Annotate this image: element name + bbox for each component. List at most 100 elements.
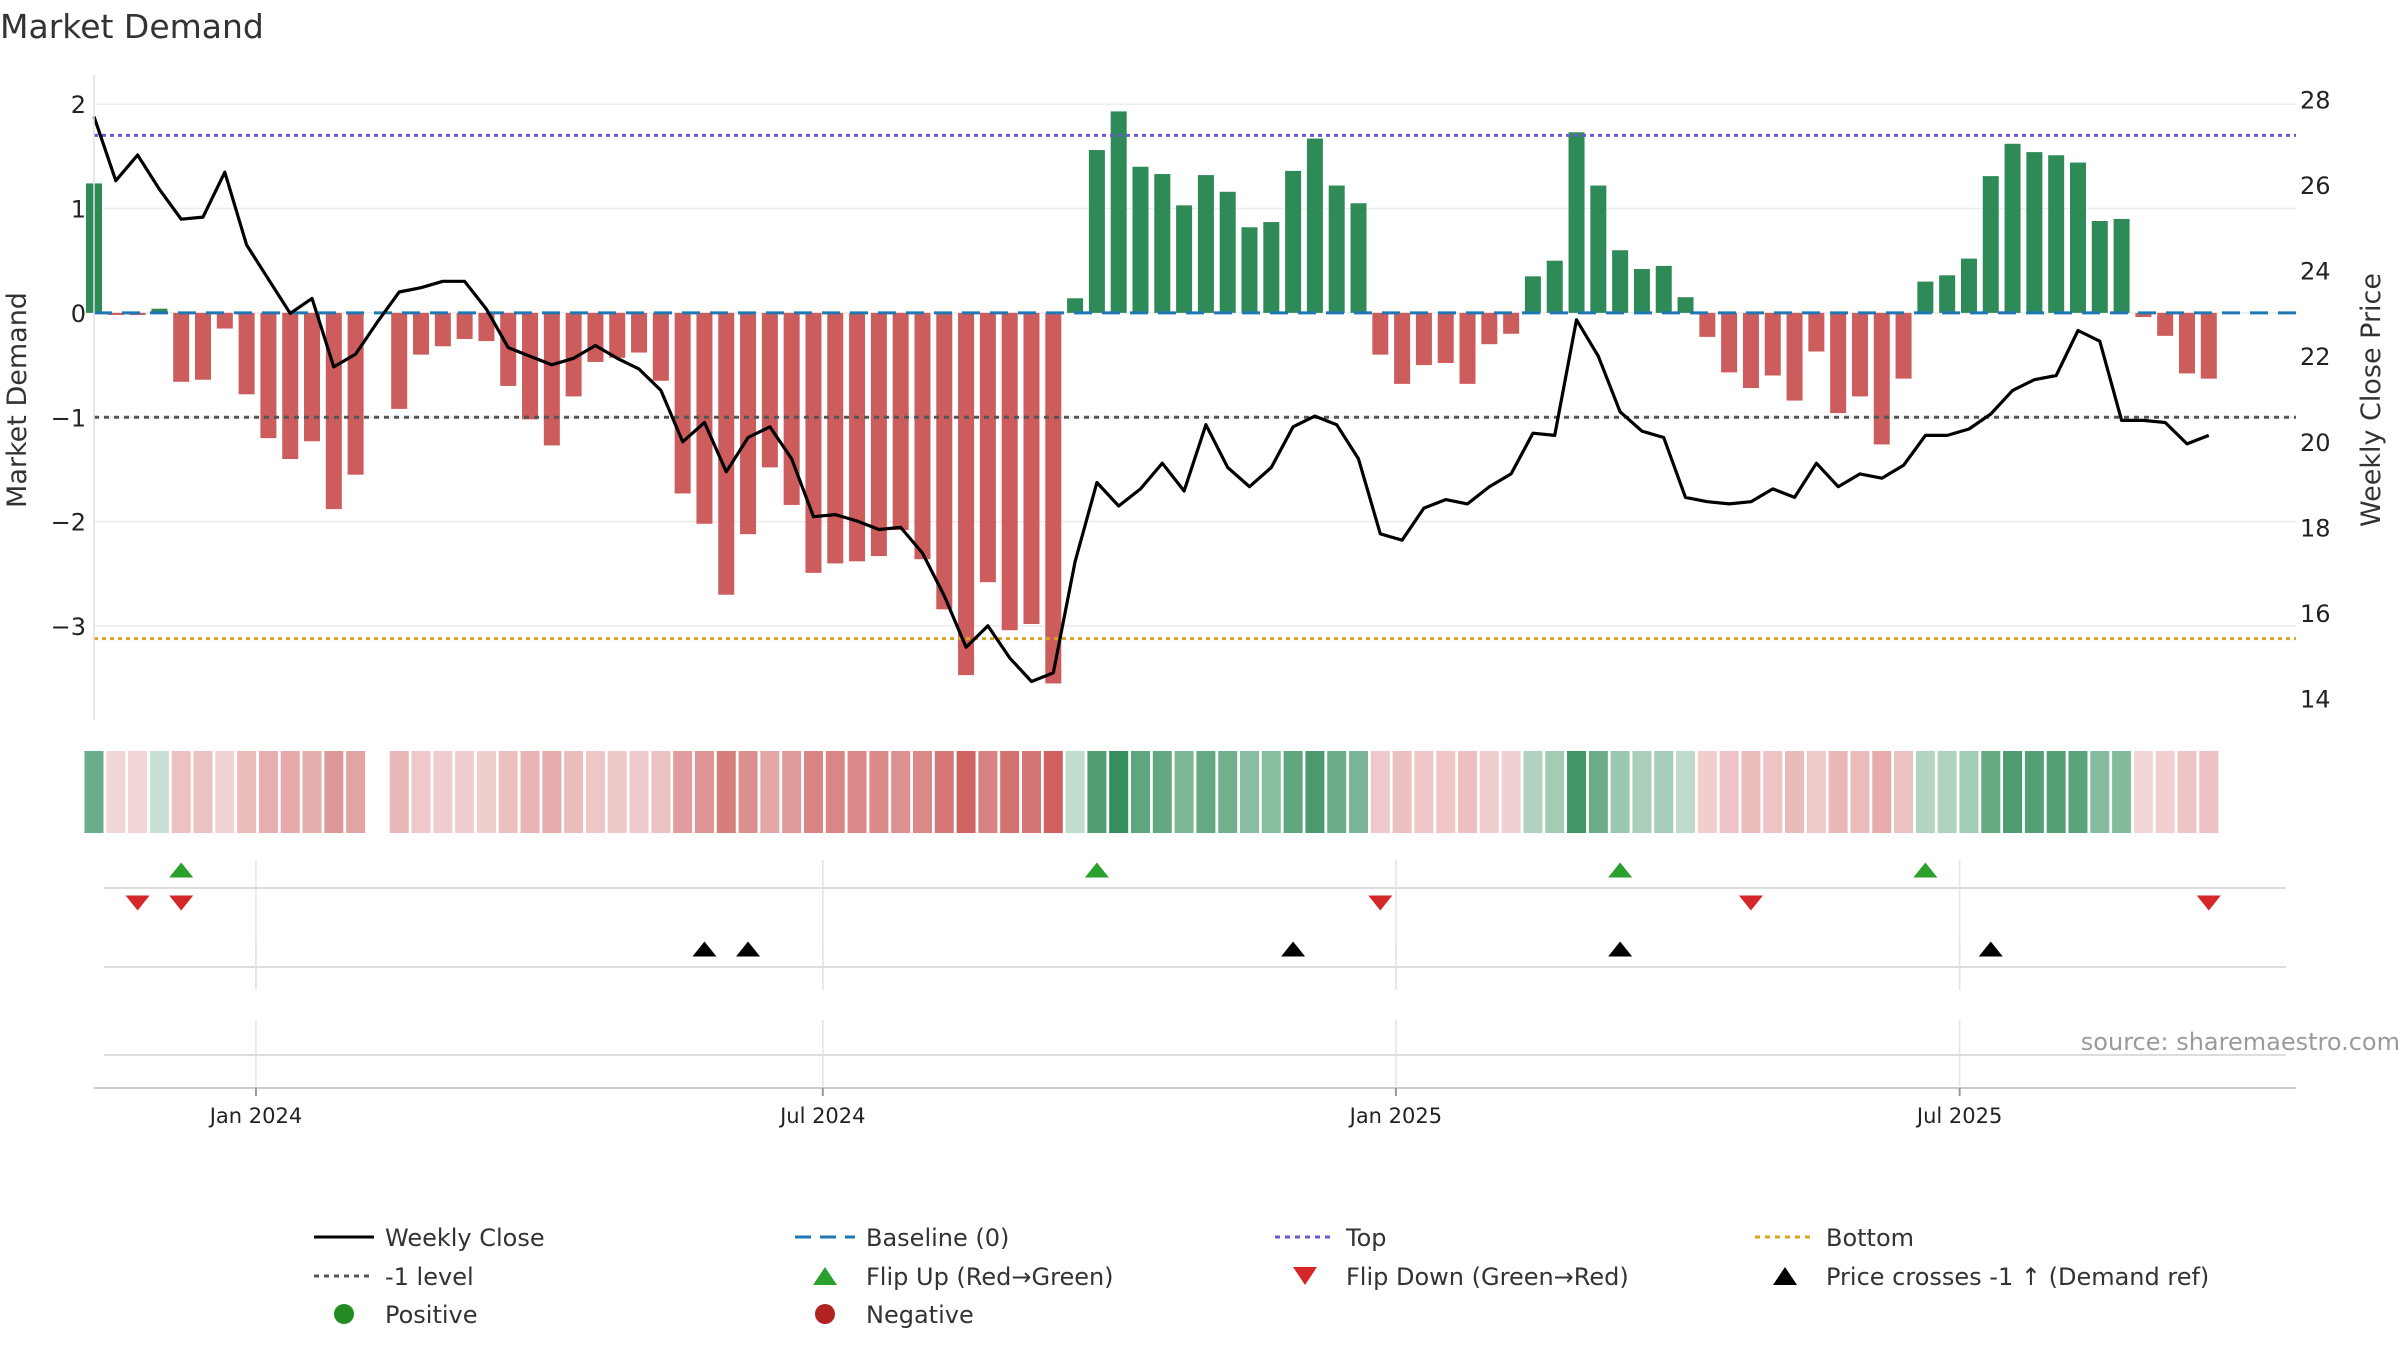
demand-strip-cell — [1021, 751, 1041, 833]
legend: Weekly Close Baseline (0) Top Bottom -1 leve… — [314, 1224, 2209, 1329]
flip-down-marker — [2196, 895, 2221, 911]
demand-strip-cell — [258, 751, 278, 833]
demand-strip-cell — [237, 751, 257, 833]
demand-bar — [2004, 143, 2021, 313]
demand-bar — [260, 312, 277, 439]
demand-strip-cell — [1087, 751, 1107, 833]
flip-up-marker — [1084, 862, 1109, 878]
axes: 2 1 0 −1 −2 −3 28 26 24 22 20 18 16 14 Jan 2024 Jul 202… — [2, 75, 2387, 1128]
y2-axis-label: Weekly Close Price — [2356, 273, 2387, 527]
demand-bar — [2157, 312, 2174, 336]
demand-strip-cell — [847, 751, 867, 833]
demand-strip-cell — [1654, 751, 1674, 833]
demand-strip-cell — [346, 751, 366, 833]
demand-bar — [631, 312, 648, 353]
demand-bar — [1677, 297, 1694, 313]
demand-strip-cell — [149, 751, 169, 833]
demand-bar — [1742, 312, 1759, 389]
demand-strip-cell — [1152, 751, 1172, 833]
demand-bar — [1110, 111, 1127, 313]
demand-strip-cell — [1697, 751, 1717, 833]
demand-bars — [86, 111, 2217, 684]
demand-bar — [1350, 203, 1367, 313]
demand-bar — [2069, 162, 2086, 313]
demand-bar — [2135, 312, 2152, 318]
demand-bar — [238, 312, 255, 395]
demand-strip-cell — [128, 751, 148, 833]
demand-strip-cell — [1000, 751, 1020, 833]
demand-strip-cell — [2133, 751, 2153, 833]
x-tick-label: Jul 2025 — [1915, 1104, 2002, 1128]
demand-strip-cell — [1218, 751, 1238, 833]
demand-strip-cell — [564, 751, 584, 833]
demand-bar — [1001, 312, 1018, 631]
demand-bar — [587, 312, 604, 362]
demand-strip-cell — [869, 751, 889, 833]
demand-bar — [2113, 218, 2130, 313]
demand-strip-cell — [193, 751, 213, 833]
x-tick-label: Jan 2025 — [1348, 1104, 1443, 1128]
demand-strip-cell — [1937, 751, 1957, 833]
demand-strip-cell — [1414, 751, 1434, 833]
legend-label: -1 level — [385, 1263, 474, 1291]
demand-bar — [1263, 222, 1280, 313]
demand-bar — [2048, 155, 2065, 313]
demand-strip-cell — [1741, 751, 1761, 833]
demand-bar — [2200, 312, 2217, 379]
demand-strip-cell — [2155, 751, 2175, 833]
demand-strip-cell — [716, 751, 736, 833]
demand-bar — [1154, 174, 1171, 313]
demand-bar — [325, 312, 342, 510]
demand-strip-cell — [1828, 751, 1848, 833]
y-tick-label: −3 — [51, 613, 86, 641]
demand-bar — [1917, 281, 1934, 313]
demand-strip-cell — [803, 751, 823, 833]
demand-strip-cell — [1283, 751, 1303, 833]
y2-tick-label: 24 — [2300, 258, 2331, 286]
demand-strip-cell — [280, 751, 300, 833]
price-cross-marker — [1608, 941, 1633, 957]
demand-strip-cell — [2090, 751, 2110, 833]
demand-bar — [522, 312, 539, 420]
y2-tick-label: 16 — [2300, 600, 2331, 628]
demand-bar — [1633, 269, 1650, 313]
gridlines — [94, 103, 2296, 1088]
demand-bar — [674, 312, 691, 494]
source-label: source: sharemaestro.com — [2081, 1028, 2400, 1056]
demand-strip-cell — [542, 751, 562, 833]
demand-bar — [1219, 191, 1236, 313]
demand-bar — [740, 312, 757, 535]
demand-strip-cell — [302, 751, 322, 833]
demand-bar — [1197, 175, 1214, 313]
demand-strip-cell — [1632, 751, 1652, 833]
demand-bar — [1895, 312, 1912, 379]
demand-bar — [195, 312, 212, 380]
demand-bar — [936, 312, 953, 610]
legend-label: Top — [1345, 1224, 1387, 1252]
demand-strip-cell — [651, 751, 671, 833]
demand-bar — [892, 312, 909, 531]
demand-strip-cell — [1130, 751, 1150, 833]
demand-bar — [1568, 132, 1585, 313]
demand-strip-cell — [1261, 751, 1281, 833]
demand-strip-cell — [1785, 751, 1805, 833]
legend-swatch — [815, 1304, 835, 1324]
demand-strip-cell — [694, 751, 714, 833]
legend-swatch — [1293, 1267, 1317, 1285]
price-cross-marker — [1978, 941, 2003, 957]
price-cross-marker — [1281, 941, 1306, 957]
demand-strip-cell — [1676, 751, 1696, 833]
demand-bar — [1132, 166, 1149, 313]
y-axis-label: Market Demand — [2, 292, 33, 508]
demand-strip-cell — [1850, 751, 1870, 833]
demand-bar — [565, 312, 582, 397]
y2-tick-label: 20 — [2300, 429, 2331, 457]
demand-strip-cell — [956, 751, 976, 833]
demand-strip-cell — [1349, 751, 1369, 833]
demand-heat-strip — [84, 751, 2219, 833]
demand-strip-cell — [1523, 751, 1543, 833]
demand-bar — [107, 312, 124, 315]
demand-strip-cell — [2112, 751, 2132, 833]
demand-strip-cell — [455, 751, 475, 833]
chart-title: Market Demand — [0, 7, 264, 46]
